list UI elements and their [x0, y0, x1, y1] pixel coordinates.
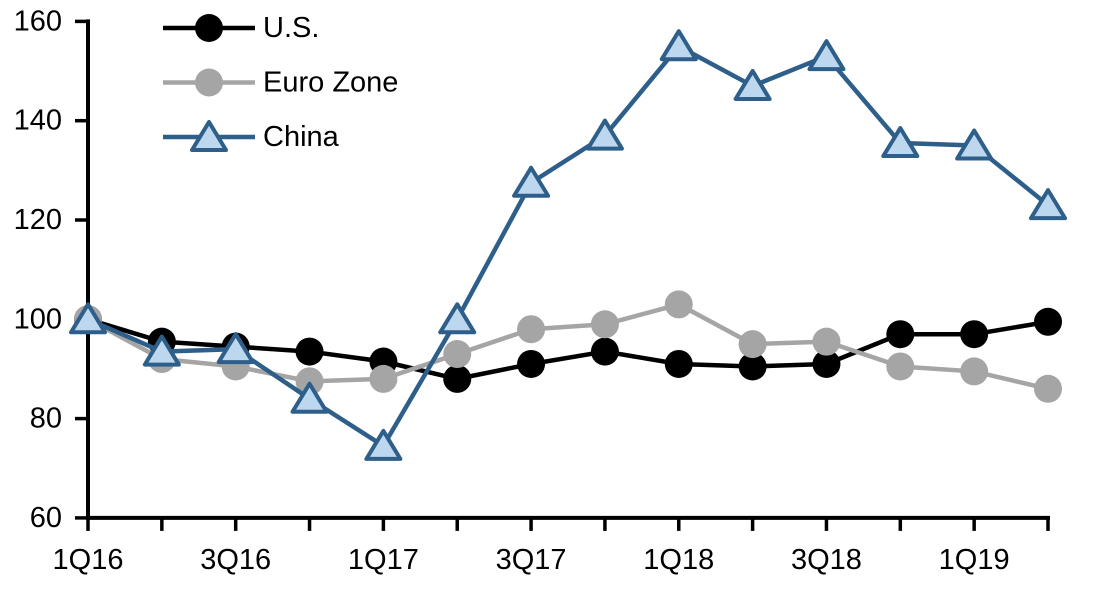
legend-marker-euro-zone	[195, 68, 223, 97]
euro-zone-marker-1q18	[664, 290, 693, 319]
x-axis-tick-label: 1Q16	[53, 544, 124, 576]
euro-zone-marker-2q19	[1034, 374, 1062, 403]
china-marker-3q18	[807, 39, 846, 72]
x-axis-tick-label: 3Q16	[200, 544, 271, 576]
china-marker-2q16	[142, 334, 181, 367]
y-axis-tick-label: 60	[30, 502, 62, 534]
legend-label-u-s: U.S.	[263, 12, 319, 44]
legend-label-china: China	[263, 121, 340, 153]
legend-marker-china	[190, 120, 228, 152]
x-axis-tick-label: 1Q17	[348, 544, 419, 576]
china-marker-4q17	[585, 118, 624, 151]
u-s-marker-3q18	[812, 349, 841, 378]
x-axis-tick-label: 1Q19	[939, 544, 1010, 576]
china-marker-1q16	[69, 302, 107, 335]
x-axis-tick-label: 1Q18	[643, 544, 714, 576]
euro-zone-marker-2q17	[443, 340, 472, 369]
legend-marker-u-s	[195, 14, 223, 42]
y-axis-tick-label: 120	[14, 204, 62, 236]
y-axis-tick-label: 80	[30, 403, 62, 435]
euro-zone-marker-3q17	[517, 315, 546, 344]
u-s-marker-1q18	[664, 349, 693, 378]
euro-zone-marker-4q18	[886, 352, 915, 381]
axes: 60 80 100 120 140 160 1Q16 3Q16 1Q17 3Q17 1Q18 3Q18…	[14, 5, 1050, 576]
china-marker-1q17	[364, 428, 403, 461]
china-marker-1q18	[659, 29, 698, 62]
u-s-marker-3q17	[517, 349, 546, 378]
u-s-marker-4q16	[295, 337, 324, 366]
euro-zone-marker-3q18	[812, 327, 841, 356]
china-marker-3q17	[512, 165, 551, 198]
y-axis-tick-label: 100	[14, 303, 62, 335]
china-marker-3q16	[216, 332, 255, 365]
china-marker-4q18	[881, 126, 920, 159]
series-china	[69, 29, 1067, 461]
y-axis-tick-label: 140	[14, 105, 62, 137]
legend-item-u-s: U.S.	[163, 12, 319, 44]
u-s-marker-2q17	[443, 364, 472, 393]
china-marker-2q17	[438, 302, 477, 335]
u-s-marker-4q18	[886, 320, 915, 349]
u-s-marker-2q18	[738, 352, 767, 381]
china-marker-1q19	[955, 128, 994, 161]
x-axis-tick-label: 3Q18	[791, 544, 862, 576]
euro-zone-marker-2q18	[738, 330, 767, 359]
china-line	[85, 43, 1051, 449]
euro-zone-marker-4q17	[590, 310, 619, 339]
u-s-marker-4q17	[590, 337, 619, 366]
china-marker-2q18	[733, 68, 772, 101]
euro-zone-marker-1q19	[960, 357, 989, 386]
legend: U.S. Euro Zone China	[163, 12, 398, 153]
u-s-marker-2q19	[1034, 307, 1062, 336]
u-s-marker-1q19	[960, 320, 989, 349]
legend-label-euro-zone: Euro Zone	[263, 67, 398, 99]
china-marker-2q19	[1029, 188, 1067, 221]
legend-item-china: China	[163, 120, 340, 153]
x-axis-tick-label: 3Q17	[496, 544, 567, 576]
y-axis-tick-label: 160	[14, 5, 62, 37]
euro-zone-marker-1q17	[369, 364, 398, 393]
china-marker-4q16	[290, 381, 329, 414]
legend-item-euro-zone: Euro Zone	[163, 67, 398, 99]
euro-zone-marker-4q16	[295, 367, 324, 396]
